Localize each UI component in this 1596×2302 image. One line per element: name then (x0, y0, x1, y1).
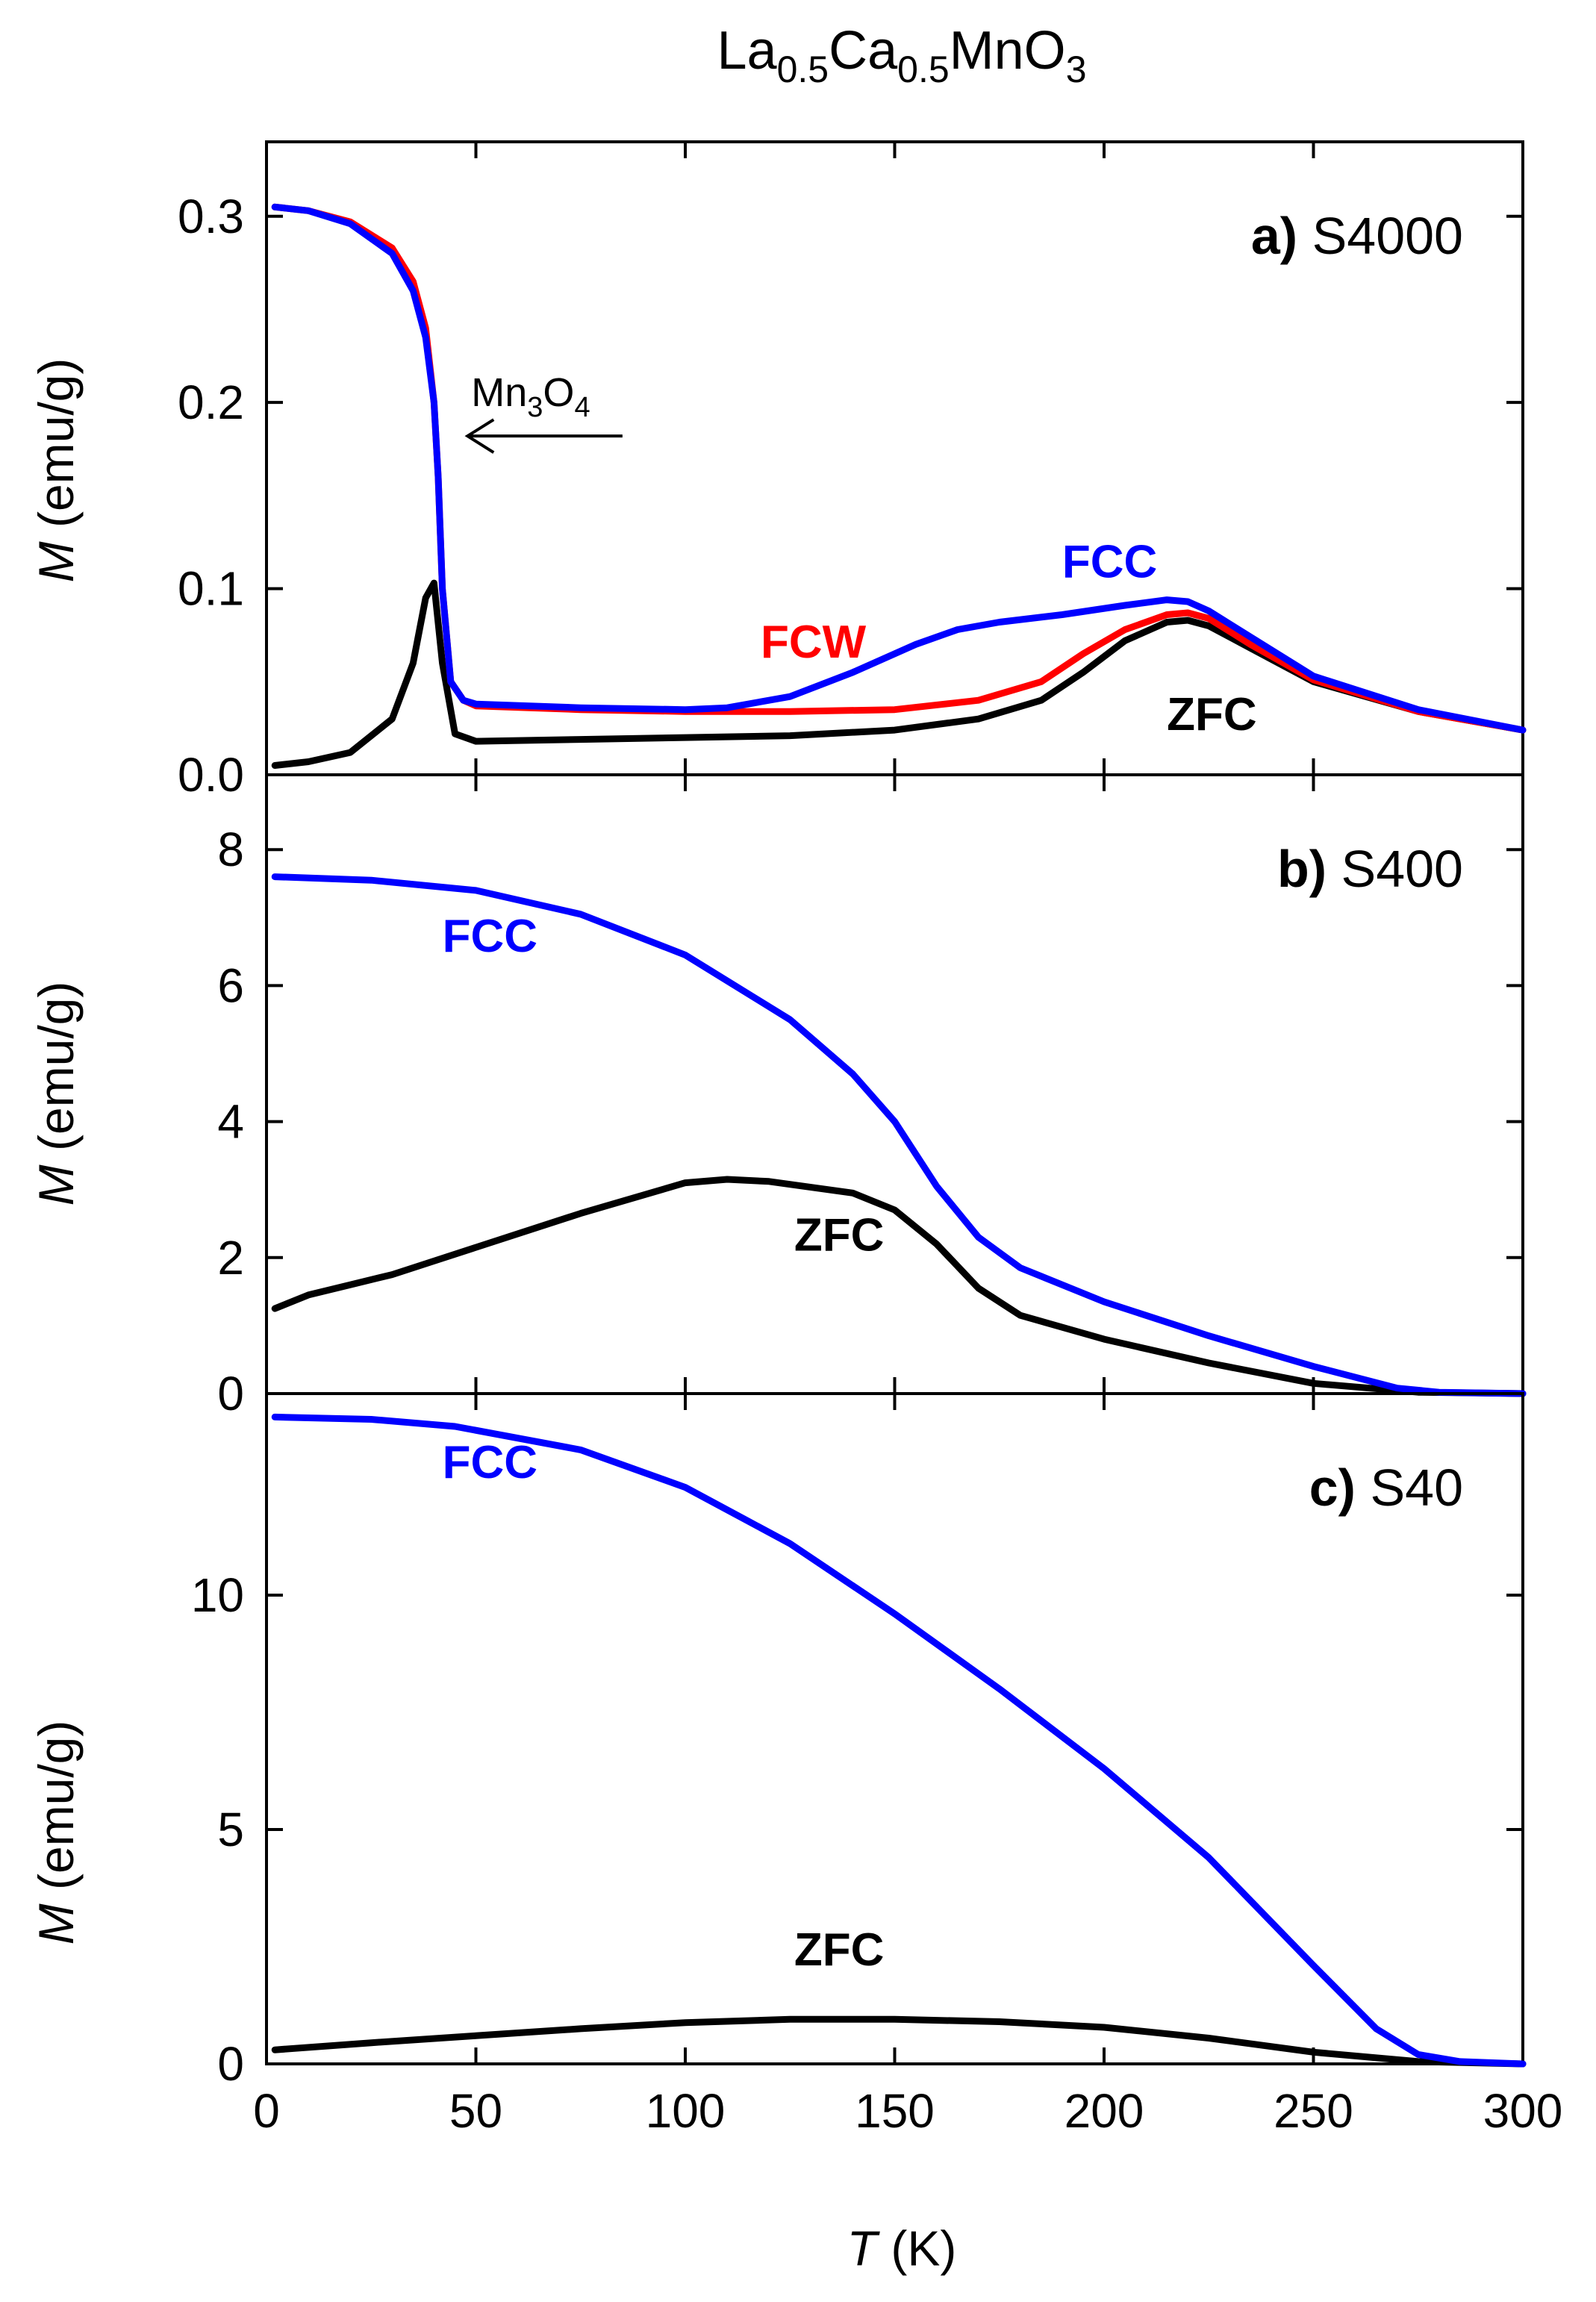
panel-a: 0.0 0.1 0.2 0.3 FCW FCC ZFC a) S4000 Mn3O4 (178, 140, 1527, 802)
series-zfc-a (271, 579, 1527, 769)
y-tick-label-b: 6 (217, 958, 244, 1012)
curve-label-fcc-c: FCC (443, 1437, 537, 1488)
panel-b: 0 2 4 6 8 FCC ZFC b) S400 (217, 773, 1527, 1420)
y-tick-label-c: 0 (217, 2037, 244, 2091)
mn3o4-annotation: Mn3O4 (471, 370, 590, 423)
curve-label-fcw-a: FCW (761, 617, 867, 668)
y-tick-label-b: 2 (217, 1231, 244, 1285)
y-tick-label-c: 5 (217, 1803, 244, 1856)
x-axis-label: T (K) (847, 2221, 957, 2276)
y-tick-label-b: 4 (217, 1095, 244, 1149)
curve-label-zfc-b: ZFC (794, 1210, 885, 1261)
y-axis-label-c: M (emu/g) (28, 1721, 84, 1945)
series-fcc-b (271, 873, 1527, 1397)
figure-title: La0.5Ca0.5MnO3 (717, 21, 1086, 90)
curve-label-fcc-b: FCC (443, 911, 537, 962)
x-tick-label: 100 (646, 2084, 726, 2138)
series-fcc-c (271, 1413, 1527, 2068)
panel-c: 0 50 100 150 200 250 300 0 5 10 FCC ZFC c) S40 (191, 1392, 1563, 2138)
x-tick-label: 0 (253, 2084, 280, 2138)
y-tick-label-a: 0.0 (178, 748, 244, 802)
curve-label-fcc-a: FCC (1062, 537, 1157, 588)
series-fcc-a (271, 203, 1527, 734)
y-axis-label-b: M (emu/g) (28, 982, 84, 1206)
curve-label-zfc-a: ZFC (1167, 689, 1257, 740)
y-tick-label-b: 0 (217, 1367, 244, 1420)
y-tick-label-a: 0.3 (178, 190, 244, 243)
y-tick-label-a: 0.2 (178, 375, 244, 429)
panel-label-a: a) S4000 (1251, 207, 1463, 265)
series-zfc-c (271, 2015, 1527, 2068)
series-zfc-b (271, 1176, 1527, 1397)
x-tick-label: 150 (855, 2084, 935, 2138)
x-tick-label: 50 (449, 2084, 502, 2138)
panel-label-b: b) S400 (1277, 840, 1463, 898)
mn3o4-arrowhead (464, 418, 495, 454)
y-axis-label-a: M (emu/g) (28, 358, 84, 583)
x-tick-label: 200 (1064, 2084, 1144, 2138)
x-tick-label: 300 (1483, 2084, 1563, 2138)
curve-label-zfc-c: ZFC (794, 1924, 885, 1976)
panel-label-c: c) S40 (1309, 1459, 1463, 1517)
y-tick-label-b: 8 (217, 823, 244, 876)
y-tick-label-c: 10 (191, 1568, 244, 1622)
y-tick-label-a: 0.1 (178, 562, 244, 616)
x-tick-label: 250 (1274, 2084, 1353, 2138)
